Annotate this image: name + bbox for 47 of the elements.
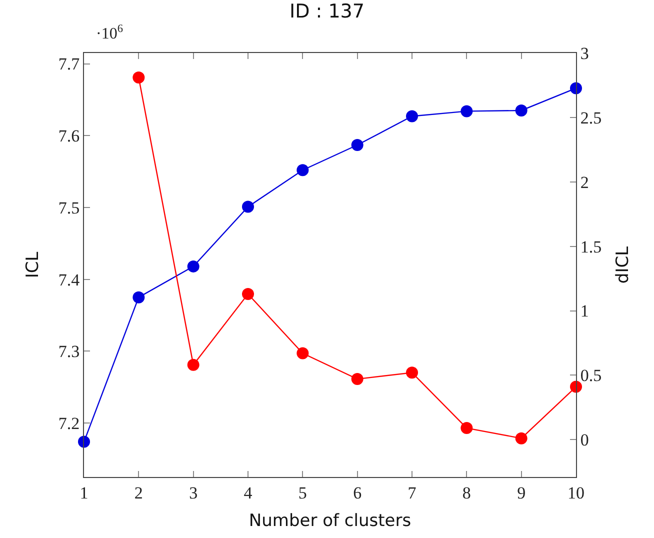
x-tick-label: 1 [80, 483, 88, 502]
point [460, 422, 473, 434]
y-tick-label: 7.4 [58, 270, 80, 290]
point [187, 358, 200, 371]
point [296, 164, 309, 176]
y-tick-label: 7.6 [58, 126, 80, 146]
x-tick-label: 9 [517, 483, 526, 502]
y2-tick-label: 0.5 [580, 366, 602, 386]
y2-tick-label: 1.5 [580, 237, 602, 256]
point [570, 380, 582, 393]
point [460, 105, 473, 118]
point [132, 71, 145, 84]
text: ·10$^{6}$ [96, 23, 124, 43]
point [515, 432, 528, 444]
x-tick-label: 5 [298, 483, 307, 502]
x-tick-label: 10 [568, 483, 584, 502]
y2-tick-label: 2.5 [580, 108, 602, 128]
point [242, 200, 254, 213]
y2-axis-title: dICL [613, 246, 634, 284]
y2-tick-label: 3 [580, 44, 589, 63]
point [78, 436, 90, 448]
y-tick-label: 7.2 [58, 414, 80, 434]
point [351, 138, 364, 151]
y-axis-title: ICL [22, 251, 43, 278]
point [351, 373, 364, 386]
x-tick-label: 4 [244, 483, 253, 502]
x-tick-label: 8 [462, 483, 471, 502]
x-tick-label: 6 [353, 483, 362, 502]
point [406, 110, 418, 122]
y2-tick-label: 2 [580, 172, 589, 192]
point [515, 104, 528, 116]
point [187, 260, 200, 272]
point [296, 347, 309, 360]
x-tick-label: 7 [408, 483, 417, 502]
y-tick-label: 7.5 [58, 198, 80, 218]
y2-tick-label: 1 [580, 302, 589, 321]
y2-tick-label: 0 [580, 430, 589, 450]
x-tick-label: 3 [189, 483, 198, 502]
point [406, 366, 418, 379]
point [242, 288, 254, 300]
y-tick-label: 7.7 [58, 54, 80, 74]
x-axis-title: Number of clusters [248, 510, 412, 531]
x-tick-label: 2 [134, 483, 143, 502]
point [132, 291, 145, 304]
point [570, 82, 582, 94]
chart-title: ID : 137 [290, 0, 364, 22]
y-tick-label: 7.3 [58, 342, 80, 362]
